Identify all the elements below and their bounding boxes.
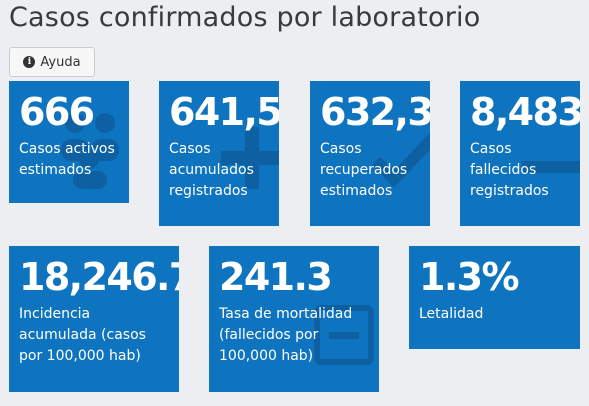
minus-icon [522, 161, 580, 173]
users-icon [61, 113, 119, 189]
card-value: 632,364 [320, 90, 430, 134]
card-label: Incidencia acumulada (casos por 100,000 … [19, 306, 146, 364]
card-value: 641,513 [169, 90, 279, 134]
card-value: 8,483 [470, 90, 580, 134]
card-mortality-rate: 241.3 Tasa de mortalidad (fallecidos por… [209, 246, 379, 392]
card-label: Casos acumulados registrados [169, 141, 254, 199]
card-value: 666 [19, 90, 95, 134]
page-title: Casos confirmados por laboratorio [9, 2, 481, 33]
plus-icon [221, 127, 279, 189]
card-cumulative-incidence: 18,246.7 Incidencia acumulada (casos por… [9, 246, 179, 392]
card-label: Letalidad [419, 306, 484, 322]
info-icon: i [23, 56, 36, 68]
card-label: Casos recuperados estimados [320, 141, 408, 199]
help-button[interactable]: i Ayuda [9, 47, 95, 77]
card-value: 241.3 [219, 255, 333, 299]
card-deaths: 8,483 Casos fallecidos registrados [460, 81, 580, 226]
minus-square-icon [314, 305, 374, 365]
card-cumulative-cases: 641,513 Casos acumulados registrados [159, 81, 279, 226]
card-label: Tasa de mortalidad (fallecidos por 100,0… [219, 306, 353, 364]
card-case-fatality: 1.3% Letalidad [409, 246, 580, 349]
check-icon [371, 132, 430, 188]
card-label: Casos activos estimados [19, 141, 115, 178]
card-value: 1.3% [419, 255, 520, 299]
help-button-label: Ayuda [40, 54, 81, 70]
card-value: 18,246.7 [19, 255, 179, 299]
card-recovered-cases: 632,364 Casos recuperados estimados [310, 81, 430, 226]
card-label: Casos fallecidos registrados [470, 141, 549, 199]
card-active-cases: 666 Casos activos estimados [9, 81, 129, 203]
